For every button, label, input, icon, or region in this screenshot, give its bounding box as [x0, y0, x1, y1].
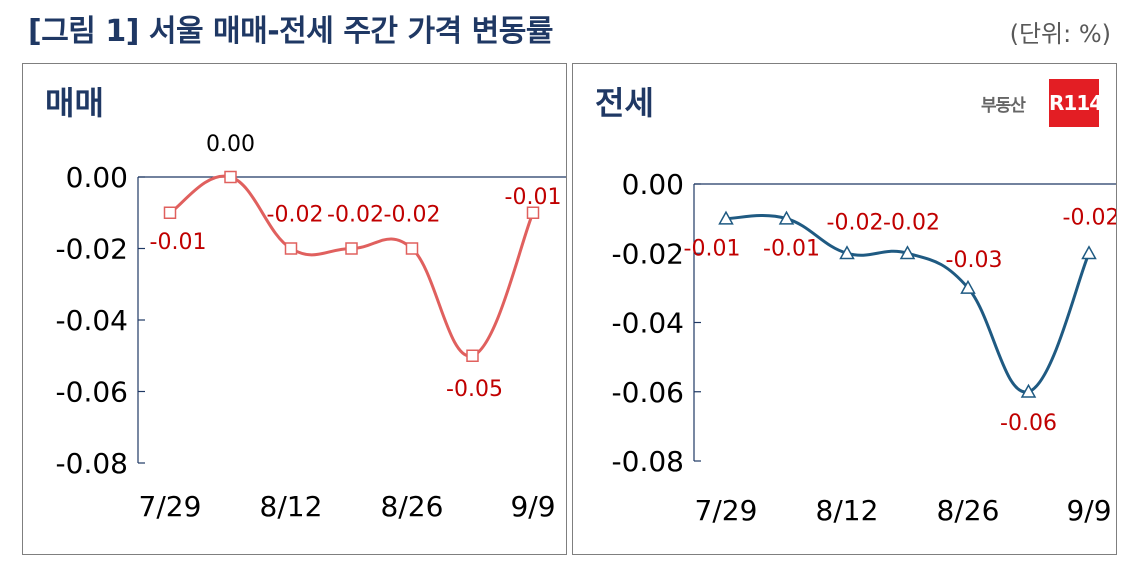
jeonse-line-chart: 0.00 -0.02 -0.04 -0.06 -0.08 7/29 8/12 8/26 9/9 -… — [612, 168, 1116, 527]
data-point — [466, 349, 479, 362]
jeonse-chart-title: 전세 — [595, 84, 654, 122]
x-tick-label: 9/9 — [1066, 494, 1111, 527]
x-tick-label: 8/12 — [816, 494, 879, 527]
data-point — [1020, 383, 1037, 398]
y-tick-label: -0.08 — [56, 447, 128, 480]
y-tick-label: -0.06 — [612, 376, 684, 409]
y-tick-label: -0.04 — [612, 307, 684, 340]
x-tick-label: 7/29 — [695, 494, 758, 527]
x-tick-label: 7/29 — [139, 490, 202, 523]
data-label: -0.02 — [1063, 205, 1116, 230]
sale-line-chart: 0.00 -0.02 -0.04 -0.06 -0.08 7/29 8/12 8/26 9/9 -… — [56, 132, 566, 523]
data-label: -0.02 — [267, 203, 324, 228]
data-label: 0.00 — [206, 132, 255, 157]
y-tick-label: -0.08 — [612, 445, 684, 478]
figure-title: [그림 1] 서울 매매-전세 주간 가격 변동률 — [28, 14, 553, 49]
y-tick-label: -0.02 — [612, 237, 684, 270]
data-label: -0.02 — [327, 203, 384, 228]
logo-badge: R114 — [1049, 79, 1103, 127]
y-tick-label: -0.04 — [56, 304, 128, 337]
data-label: -0.01 — [763, 237, 820, 262]
data-point — [345, 242, 358, 255]
data-point — [405, 242, 419, 255]
y-tick-label: 0.00 — [622, 168, 684, 201]
data-point — [839, 245, 855, 260]
x-tick-label: 9/9 — [510, 490, 555, 523]
data-point — [1081, 245, 1097, 260]
r114-logo: 부동산 R114 — [981, 79, 1103, 127]
data-label: -0.01 — [150, 230, 207, 255]
x-tick-label: 8/26 — [937, 494, 1000, 527]
logo-text: 부동산 — [981, 96, 1026, 116]
data-point — [718, 210, 734, 225]
data-point — [960, 279, 976, 294]
y-tick-label: -0.06 — [56, 376, 128, 409]
data-point — [284, 242, 298, 255]
data-point — [224, 170, 237, 184]
sale-chart-title: 매매 — [45, 84, 104, 122]
data-label: -0.03 — [946, 248, 1003, 273]
data-point — [526, 206, 540, 219]
data-label: -0.01 — [684, 237, 741, 262]
data-point — [899, 245, 916, 260]
data-label: -0.02 — [384, 203, 441, 228]
data-point — [163, 206, 177, 219]
x-tick-label: 8/26 — [381, 490, 444, 523]
sale-chart-panel: 매매 0.00 -0.02 -0.04 -0.06 -0.08 7/29 8/12 8/26 9… — [22, 63, 567, 555]
data-label: -0.02 — [883, 210, 940, 235]
y-tick-label: -0.02 — [56, 233, 128, 266]
y-tick-label: 0.00 — [66, 161, 128, 194]
data-point — [778, 210, 795, 225]
data-label: -0.01 — [505, 185, 562, 210]
jeonse-chart-panel: 전세 부동산 R114 0.00 -0.02 -0.04 -0.06 -0.08 7/29… — [572, 63, 1117, 555]
unit-label: (단위: %) — [1009, 20, 1111, 48]
data-label: -0.02 — [827, 210, 884, 235]
x-tick-label: 8/12 — [260, 490, 323, 523]
data-label: -0.05 — [446, 377, 503, 402]
series-line — [725, 214, 1091, 394]
data-label: -0.06 — [1000, 411, 1057, 436]
